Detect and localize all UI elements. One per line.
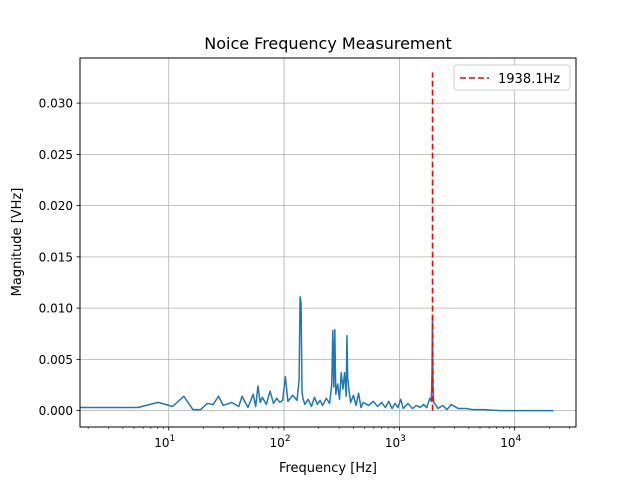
y-tick-label: 0.000 [39,404,73,418]
y-tick-label: 0.030 [39,97,73,111]
plot-frame [79,57,577,428]
spectrum-line [80,296,554,412]
x-tick-label: 102 [270,434,291,450]
x-tick-label-exponent: 3 [400,434,406,444]
x-tick-label-base: 10 [500,436,515,450]
x-tick-label-base: 10 [385,436,400,450]
legend-label: 1938.1Hz [498,72,560,87]
x-tick-label: 103 [385,434,406,450]
x-axis: 101 102 103 104 [87,427,571,450]
plot-background [80,58,576,427]
x-axis-label: Frequency [Hz] [279,461,377,476]
y-axis: 0.000 0.005 0.010 0.015 0.020 0.025 0.030 [39,97,80,418]
x-tick-label-base: 10 [270,436,285,450]
legend: 1938.1Hz [453,64,571,91]
y-axis-label: Magnitude [VHz] [10,188,25,297]
y-tick-label: 0.010 [39,302,73,316]
y-tick-label: 0.020 [39,199,73,213]
legend-box [453,64,571,91]
x-tick-label: 101 [154,434,175,450]
x-tick-label-base: 10 [154,436,169,450]
series-group [80,72,554,412]
y-tick-label: 0.005 [39,353,73,367]
chart-title: Noice Frequency Measurement [204,34,452,53]
x-tick-label-exponent: 1 [170,434,176,444]
x-tick-label: 104 [500,434,521,450]
x-tick-label-exponent: 4 [515,434,521,444]
y-tick-label: 0.025 [39,148,73,162]
grid [80,58,576,427]
x-tick-label-exponent: 2 [285,434,291,444]
y-tick-label: 0.015 [39,250,73,264]
